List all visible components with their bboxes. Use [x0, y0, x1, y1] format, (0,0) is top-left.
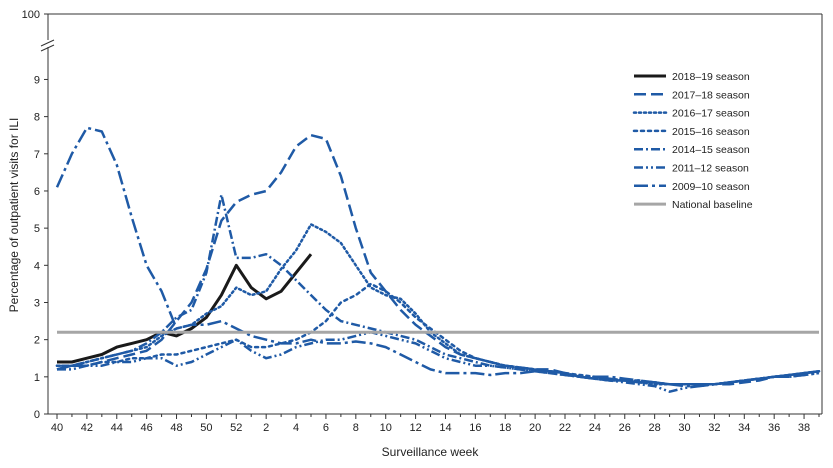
series-line-2014-15-season [56, 193, 820, 386]
y-tick-label: 2 [34, 335, 40, 347]
x-tick-label: 2 [263, 422, 269, 434]
legend-label: 2009–10 season [672, 181, 750, 193]
x-tick-label: 50 [200, 422, 212, 434]
legend-item-2015-16-season: 2015–16 season [632, 126, 750, 138]
x-tick-label: 28 [649, 422, 661, 434]
x-tick-label: 38 [798, 422, 810, 434]
x-tick-label: 18 [499, 422, 511, 434]
y-axis-title: Percentage of outpatient visits for ILI [7, 118, 21, 313]
x-tick-label: 40 [51, 422, 63, 434]
x-tick-label: 42 [81, 422, 93, 434]
x-tick-label: 10 [380, 422, 392, 434]
x-tick-label: 8 [353, 422, 359, 434]
x-tick-label: 48 [170, 422, 182, 434]
y-tick-label: 5 [34, 223, 40, 235]
y-tick-label: 7 [34, 149, 40, 161]
x-tick-label: 24 [589, 422, 601, 434]
y-tick-label: 1 [34, 372, 40, 384]
x-tick-label: 16 [469, 422, 481, 434]
legend-item-2014-15-season: 2014–15 season [634, 144, 750, 156]
legend: 2018–19 season 2017–18 season 2016–17 seas… [632, 71, 753, 211]
series-line-2009-10-season [55, 126, 820, 388]
y-tick-label: 8 [34, 112, 40, 124]
legend-label: 2017–18 season [672, 89, 750, 101]
x-tick-label: 6 [323, 422, 329, 434]
series-line-2016-17-season [55, 223, 821, 386]
legend-item-2016-17-season: 2016–17 season [632, 108, 750, 120]
y-tick-label-top: 100 [22, 9, 40, 21]
x-axis-title: Surveillance week [382, 445, 480, 459]
x-tick-label: 30 [678, 422, 690, 434]
x-tick-label: 52 [230, 422, 242, 434]
y-axis-break [40, 39, 56, 52]
x-tick-label: 20 [529, 422, 541, 434]
legend-item-2009-10-season: 2009–10 season [634, 181, 750, 193]
x-tick-label: 46 [141, 422, 153, 434]
legend-label: 2016–17 season [672, 108, 750, 120]
legend-label: National baseline [672, 199, 753, 211]
x-tick-label: 44 [111, 422, 123, 434]
x-tick-label: 14 [439, 422, 451, 434]
legend-item-2017-18-season: 2017–18 season [634, 89, 750, 101]
x-tick-label: 32 [708, 422, 720, 434]
x-tick-label: 4 [293, 422, 299, 434]
legend-label: 2014–15 season [672, 144, 750, 156]
y-tick-label: 4 [34, 260, 40, 272]
legend-item-2018-19-season: 2018–19 season [634, 71, 750, 83]
x-tick-label: 36 [768, 422, 780, 434]
y-tick-label: 3 [34, 297, 40, 309]
y-tick-label: 6 [34, 186, 40, 198]
legend-label: 2011–12 season [672, 163, 749, 175]
legend-label: 2018–19 season [672, 71, 750, 83]
y-tick-label: 0 [34, 409, 40, 421]
y-tick-label: 9 [34, 74, 40, 86]
x-tick-label: 12 [409, 422, 421, 434]
series-lines [55, 126, 821, 393]
legend-label: 2015–16 season [672, 126, 750, 138]
legend-item-national-baseline: National baseline [634, 199, 753, 211]
legend-item-2011-12-season: 2011–12 season [634, 163, 749, 175]
x-tick-label: 22 [559, 422, 571, 434]
x-tick-label: 34 [738, 422, 750, 434]
series-line-2011-12-season [57, 330, 820, 393]
x-tick-label: 26 [619, 422, 631, 434]
